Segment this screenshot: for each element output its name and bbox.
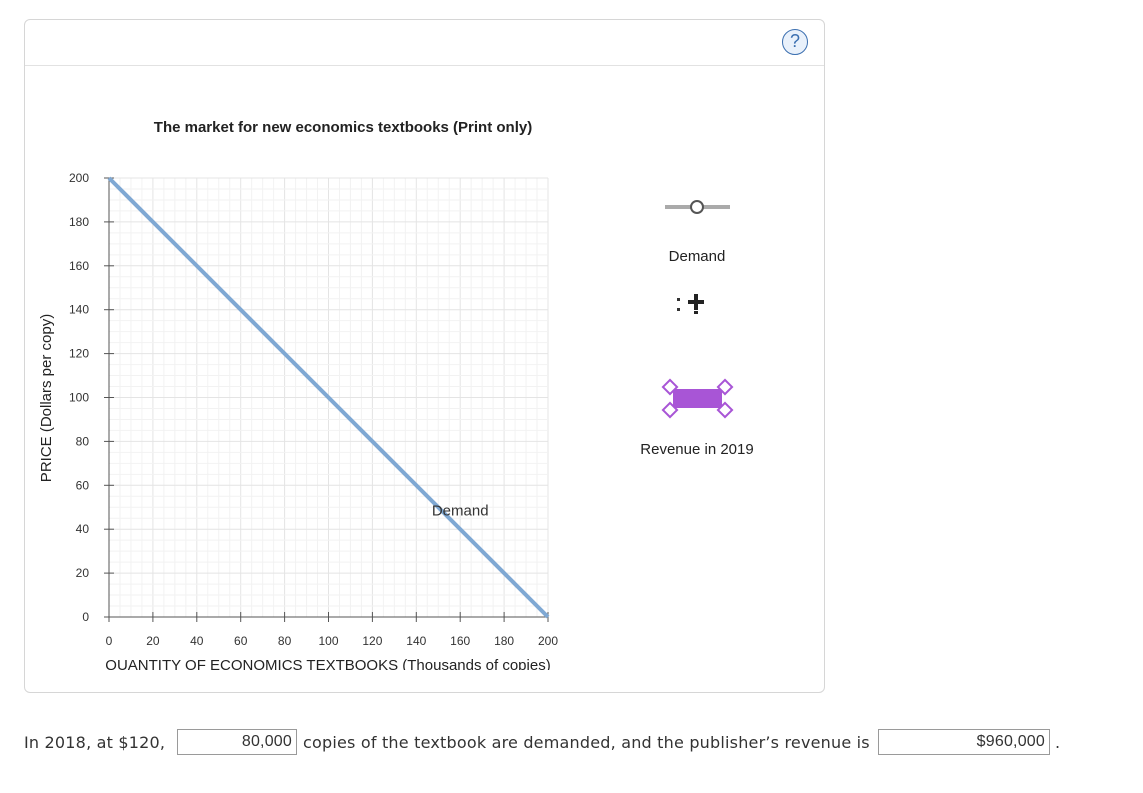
y-tick-label: 180	[69, 215, 89, 229]
panel-toolbar: ?	[25, 20, 824, 66]
x-axis-label: QUANTITY OF ECONOMICS TEXTBOOKS (Thousan…	[105, 657, 550, 670]
x-tick-label: 200	[538, 634, 558, 648]
legend-revenue-label: Revenue in 2019	[640, 441, 753, 458]
y-ticks: 0 20 40 60 80 100 120 140 160 180 200	[69, 171, 114, 624]
legend-demand-tool[interactable]	[665, 200, 730, 214]
help-icon[interactable]: ?	[782, 29, 808, 55]
y-tick-label: 40	[76, 522, 90, 536]
demand-curve-label: Demand	[432, 502, 489, 519]
y-axis-label: PRICE (Dollars per copy)	[38, 314, 55, 482]
y-tick-label: 200	[69, 171, 89, 185]
y-tick-label: 120	[69, 347, 89, 361]
purple-rectangle-icon[interactable]	[661, 378, 734, 419]
legend-demand-label: Demand	[669, 248, 726, 265]
x-tick-label: 60	[234, 634, 248, 648]
line-endpoint-icon[interactable]	[690, 200, 704, 214]
y-tick-label: 160	[69, 259, 89, 273]
question-end: .	[1055, 733, 1061, 752]
x-tick-label: 20	[146, 634, 160, 648]
y-tick-label: 60	[76, 478, 90, 492]
x-ticks: 0 20 40 60 80 100 120 140 160 180 200	[106, 612, 558, 648]
x-tick-label: 140	[406, 634, 426, 648]
chart-series	[107, 176, 550, 619]
x-tick-label: 100	[318, 634, 338, 648]
chart-annotations: Demand	[432, 502, 489, 519]
y-tick-label: 0	[82, 610, 89, 624]
x-tick-label: 180	[494, 634, 514, 648]
question-part2: copies of the textbook are demanded, and…	[303, 733, 870, 752]
quantity-input[interactable]: 80,000	[177, 729, 297, 755]
y-tick-label: 80	[76, 434, 90, 448]
x-tick-label: 120	[362, 634, 382, 648]
move-cross-icon[interactable]	[677, 294, 704, 314]
legend: Demand Revenue in 2019	[640, 200, 754, 458]
x-tick-label: 80	[278, 634, 292, 648]
graph-panel: ? The market for new economics textbooks…	[24, 19, 825, 693]
y-tick-label: 140	[69, 303, 89, 317]
y-tick-label: 100	[69, 391, 89, 405]
x-tick-label: 160	[450, 634, 470, 648]
revenue-input[interactable]: $960,000	[878, 729, 1050, 755]
x-tick-label: 40	[190, 634, 204, 648]
demand-curve	[107, 176, 550, 619]
y-tick-label: 20	[76, 566, 90, 580]
x-tick-label: 0	[106, 634, 113, 648]
question-part1: In 2018, at $120,	[24, 733, 166, 752]
chart: The market for new economics textbooks (…	[38, 119, 754, 670]
chart-title: The market for new economics textbooks (…	[154, 119, 532, 136]
